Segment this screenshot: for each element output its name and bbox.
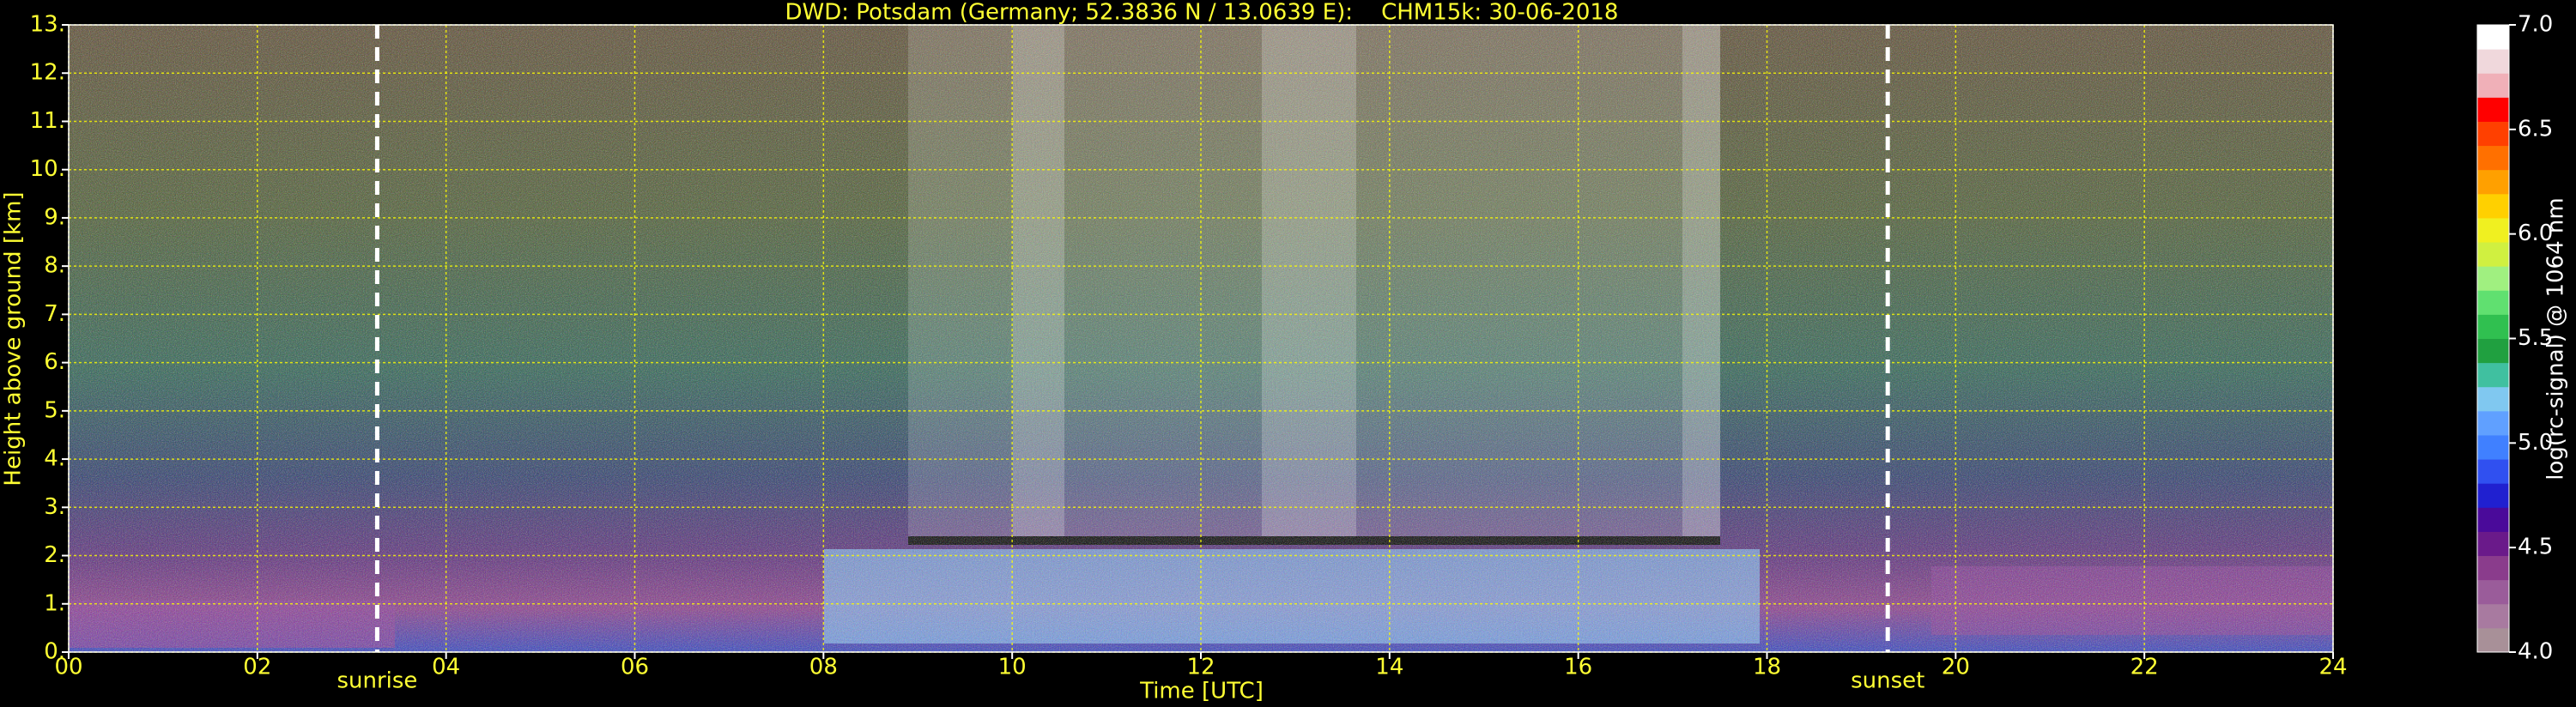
- colorbar-segment: [2477, 338, 2509, 364]
- x-tick-label: 12: [1186, 655, 1215, 680]
- y-tick-label: 4.: [44, 446, 65, 472]
- y-tick-label: 8.: [44, 253, 65, 279]
- x-axis-label: Time [UTC]: [1139, 679, 1264, 704]
- colorbar-label: log(rc-signal) @ 1064 nm: [2543, 197, 2569, 480]
- y-tick-label: 3.: [44, 494, 65, 520]
- axes: 00 02 04 06 08 10 12 14 16 18 20 22 24 0. 1. 2. 3. 4. 5. 6.…: [30, 12, 2554, 694]
- y-tick-label: 6.: [44, 349, 65, 375]
- colorbar-segment: [2477, 290, 2509, 315]
- y-tick-label: 9.: [44, 204, 65, 230]
- colorbar-segment: [2477, 362, 2509, 388]
- x-tick-label: 10: [998, 655, 1027, 680]
- plot-frame: [68, 24, 2334, 653]
- x-tick-label: 08: [809, 655, 838, 680]
- colorbar-segment: [2477, 242, 2509, 267]
- annotation-label: sunset: [1851, 668, 1924, 694]
- colorbar-tick-label: 4.5: [2518, 535, 2553, 560]
- y-tick-label: 11.: [30, 108, 65, 134]
- colorbar-segment: [2477, 97, 2509, 122]
- y-tick-label: 2.: [44, 542, 65, 568]
- y-axis-label: Height above ground [km]: [1, 191, 27, 486]
- colorbar-segment: [2477, 555, 2509, 581]
- x-tick-label: 14: [1375, 655, 1403, 680]
- colorbar-tick-label: 5.5: [2518, 325, 2553, 351]
- y-tick-label: 12.: [30, 60, 65, 86]
- colorbar-segment: [2477, 579, 2509, 605]
- colorbar-segment: [2477, 627, 2509, 653]
- colorbar-segment: [2477, 434, 2509, 460]
- colorbar-segment: [2477, 603, 2509, 629]
- x-tick-label: 24: [2318, 655, 2347, 680]
- colorbar-tick-label: 4.0: [2518, 639, 2553, 665]
- colorbar-segment: [2477, 145, 2509, 171]
- y-tick-label: 0.: [44, 639, 65, 665]
- x-tick-label: 22: [2131, 655, 2159, 680]
- x-tick-label: 20: [1942, 655, 1970, 680]
- colorbar-segment: [2477, 73, 2509, 98]
- colorbar-segment: [2477, 483, 2509, 508]
- colorbar-segment: [2477, 266, 2509, 291]
- colorbar-tick-label: 6.0: [2518, 221, 2553, 246]
- colorbar-segment: [2477, 169, 2509, 195]
- colorbar-segment: [2477, 386, 2509, 412]
- x-tick-label: 16: [1564, 655, 1592, 680]
- colorbar-segment: [2477, 121, 2509, 147]
- colorbar-segment: [2477, 49, 2509, 74]
- colorbar-segment: [2477, 193, 2509, 219]
- y-tick-label: 5.: [44, 397, 65, 423]
- x-tick-label: 04: [432, 655, 460, 680]
- x-tick-label: 06: [621, 655, 649, 680]
- y-tick-label: 13.: [30, 12, 65, 38]
- colorbar-tick-label: 7.0: [2518, 12, 2553, 38]
- annotation-label: sunrise: [336, 668, 417, 694]
- colorbar-tick-label: 5.0: [2518, 430, 2553, 456]
- chart-title: DWD: Potsdam (Germany; 52.3836 N / 13.06…: [785, 0, 1619, 26]
- x-tick-label: 18: [1753, 655, 1781, 680]
- colorbar-segment: [2477, 217, 2509, 243]
- x-tick-label: 00: [54, 655, 82, 680]
- colorbar-segment: [2477, 25, 2509, 50]
- colorbar-segment: [2477, 410, 2509, 436]
- colorbar-segment: [2477, 531, 2509, 557]
- colorbar-tick-label: 6.5: [2518, 116, 2553, 142]
- y-tick-label: 1.: [44, 590, 65, 616]
- y-tick-label: 7.: [44, 301, 65, 327]
- colorbar-segment: [2477, 507, 2509, 532]
- x-tick-label: 02: [243, 655, 271, 680]
- colorbar-segment: [2477, 314, 2509, 339]
- y-tick-label: 10.: [30, 156, 65, 182]
- colorbar-segment: [2477, 459, 2509, 484]
